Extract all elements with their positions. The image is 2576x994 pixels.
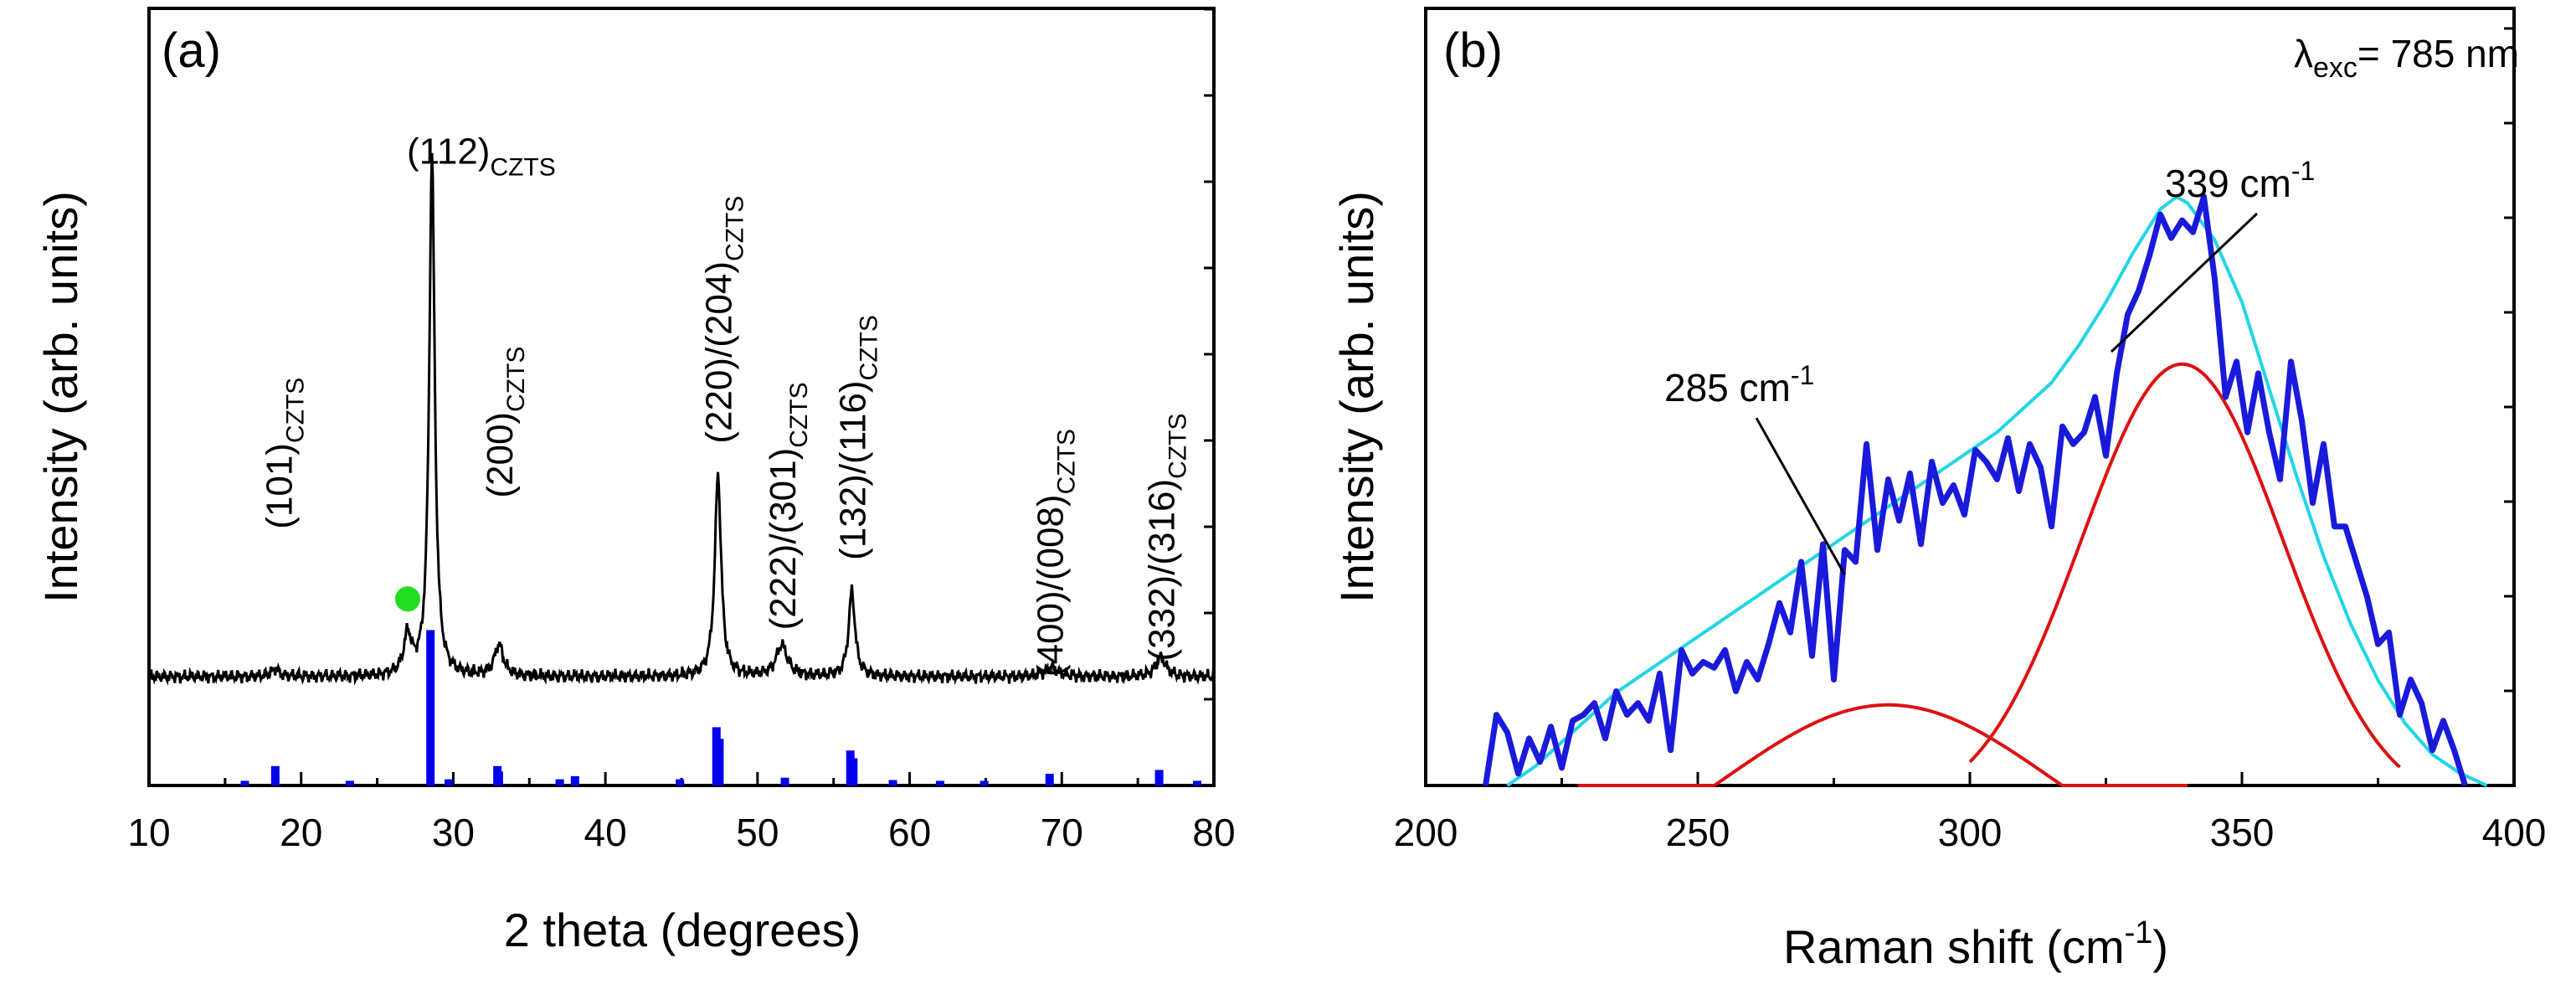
raman-spectrum-line [1483, 193, 2468, 787]
xrd-chart: (a) 2 theta (degrees) Intensity (arb. un… [34, 7, 1236, 956]
raman-plot-frame [1424, 7, 2516, 787]
xrd-reference-stick [555, 779, 564, 785]
xrd-peak-label: (200)CZTS [480, 347, 530, 498]
xrd-reference-stick [1154, 770, 1164, 785]
xrd-reference-stick [979, 780, 989, 785]
xrd-peak-label: (101)CZTS [259, 378, 309, 529]
raman-peak-leader-line [1755, 417, 1846, 576]
raman-peak-label: 339 cm-1 [2165, 156, 2315, 205]
xrd-x-tick-label: 10 [127, 811, 170, 854]
xrd-peak-label: (222)/(301)CZTS [763, 382, 813, 630]
xrd-pattern-line [147, 152, 1216, 686]
secondary-phase-marker [394, 586, 420, 612]
raman-fit-envelope [1506, 194, 2488, 787]
xrd-reference-stick [494, 771, 503, 785]
raman-y-axis-label: Intensity (arb. units) [1330, 191, 1383, 603]
xrd-peak-label: (112)CZTS [407, 131, 556, 182]
xrd-reference-stick [570, 775, 579, 785]
raman-x-tick-label: 400 [2482, 811, 2547, 854]
raman-chart: (b) Raman shift (cm-1) Intensity (arb. u… [1330, 7, 2547, 973]
xrd-x-tick-label: 80 [1192, 811, 1235, 854]
xrd-peak-label: (220)/(204)CZTS [699, 196, 749, 444]
raman-panel-label: (b) [1443, 23, 1503, 78]
xrd-x-tick-label: 60 [888, 811, 931, 854]
xrd-reference-stick [676, 779, 685, 785]
xrd-reference-stick [888, 780, 897, 785]
xrd-reference-stick [426, 630, 435, 785]
xrd-y-axis-label: Intensity (arb. units) [34, 191, 87, 603]
xrd-reference-stick [345, 780, 354, 785]
xrd-x-tick-label: 20 [280, 811, 322, 854]
xrd-reference-stick [240, 780, 249, 785]
raman-peak-label: 285 cm-1 [1664, 360, 1814, 409]
xrd-peak-label: (332)/(316)CZTS [1141, 414, 1191, 662]
xrd-x-tick-label: 40 [584, 811, 627, 854]
raman-peak-leader-line [2110, 212, 2259, 353]
xrd-peak-label: (132)/(116)CZTS [833, 315, 883, 560]
excitation-wavelength-label: λexc= 785 nm [2294, 32, 2519, 84]
xrd-reference-stick [1193, 780, 1202, 785]
xrd-x-tick-label: 30 [432, 811, 475, 854]
xrd-peak-label: (400)/(008)CZTS [1031, 429, 1081, 677]
xrd-x-axis-label: 2 theta (degrees) [504, 904, 861, 956]
raman-x-tick-label: 300 [1938, 811, 2003, 854]
xrd-reference-stick [780, 777, 789, 785]
raman-x-tick-label: 200 [1394, 811, 1458, 854]
xrd-reference-stick [935, 780, 944, 785]
xrd-reference-stick [1045, 774, 1054, 785]
xrd-x-tick-label: 50 [736, 811, 779, 854]
raman-gaussian-component [1578, 703, 2188, 787]
raman-x-tick-label: 350 [2210, 811, 2275, 854]
raman-gaussian-component [1968, 362, 2401, 769]
xrd-reference-stick [715, 739, 724, 785]
raman-x-tick-label: 250 [1666, 811, 1730, 854]
xrd-reference-stick [849, 758, 858, 785]
xrd-panel-label: (a) [162, 23, 221, 78]
raman-x-axis-label: Raman shift (cm-1) [1783, 915, 2168, 973]
xrd-reference-stick [444, 779, 453, 785]
xrd-reference-stick [270, 765, 280, 785]
xrd-x-tick-label: 70 [1041, 811, 1083, 854]
